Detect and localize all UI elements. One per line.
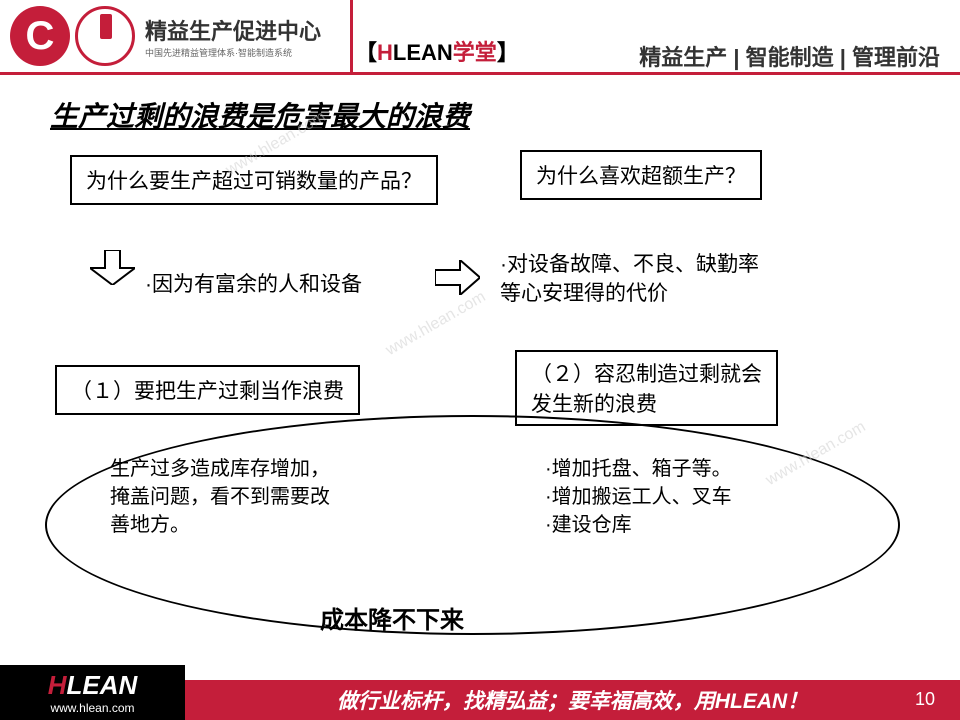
answer-2-line2: 等心安理得的代价 (500, 279, 759, 308)
point-1-box: （１）要把生产过剩当作浪费 (55, 365, 360, 415)
detail-2: ·增加托盘、箱子等。 ·增加搬运工人、叉车 ·建设仓库 (545, 455, 732, 539)
header-center: 【HLEAN学堂】 (355, 35, 519, 67)
detail-1-line2: 掩盖问题，看不到需要改 (110, 483, 330, 511)
point-2-box: （２）容忍制造过剩就会 发生新的浪费 (515, 350, 778, 426)
footer-bar: 做行业标杆，找精弘益；要幸福高效，用HLEAN！ 10 (185, 680, 960, 720)
slide-title: 生产过剩的浪费是危害最大的浪费 (50, 95, 910, 135)
bracket-left: 【 (355, 40, 377, 65)
page-number: 10 (915, 689, 935, 710)
bracket-right: 】 (497, 40, 519, 65)
center-xuetang: 学堂 (453, 40, 497, 65)
center-h: H (377, 40, 393, 65)
logo-c-icon (10, 6, 70, 66)
detail-2-line2: ·增加搬运工人、叉车 (545, 483, 732, 511)
point-2-line2: 发生新的浪费 (531, 388, 762, 418)
question-2-box: 为什么喜欢超额生产？ (520, 150, 762, 200)
footer: HLEAN www.hlean.com 做行业标杆，找精弘益；要幸福高效，用HL… (0, 660, 960, 720)
point-2-line1: （２）容忍制造过剩就会 (531, 358, 762, 388)
footer-url: www.hlean.com (50, 701, 134, 715)
answer-2: ·对设备故障、不良、缺勤率 等心安理得的代价 (500, 250, 759, 309)
header-right: 精益生产 | 智能制造 | 管理前沿 (639, 40, 940, 72)
cost-conclusion: 成本降不下来 (320, 600, 464, 635)
footer-slogan: 做行业标杆，找精弘益；要幸福高效，用HLEAN！ (337, 685, 808, 715)
arrow-down-icon (90, 250, 135, 285)
detail-2-line1: ·增加托盘、箱子等。 (545, 455, 732, 483)
detail-1-line3: 善地方。 (110, 511, 330, 539)
logo-area: 精益生产促进中心 中国先进精益管理体系·智能制造系统 (0, 0, 350, 72)
logo-circle-icon (75, 6, 135, 66)
footer-lean: LEAN (67, 670, 138, 700)
header-divider (350, 0, 353, 72)
question-1-box: 为什么要生产超过可销数量的产品？ (70, 155, 438, 205)
logo-main-text: 精益生产促进中心 (145, 14, 321, 46)
footer-h: H (48, 670, 67, 700)
arrow-right-icon (435, 260, 480, 295)
detail-1-line1: 生产过多造成库存增加， (110, 455, 330, 483)
detail-1: 生产过多造成库存增加， 掩盖问题，看不到需要改 善地方。 (110, 455, 330, 539)
footer-logo: HLEAN www.hlean.com (0, 665, 185, 720)
content: 生产过剩的浪费是危害最大的浪费 为什么要生产超过可销数量的产品？ 为什么喜欢超额… (0, 75, 960, 660)
watermark-2: www.hlean.com (383, 288, 489, 360)
answer-2-line1: ·对设备故障、不良、缺勤率 (500, 250, 759, 279)
header: 精益生产促进中心 中国先进精益管理体系·智能制造系统 【HLEAN学堂】 精益生… (0, 0, 960, 75)
center-lean: LEAN (393, 40, 453, 65)
answer-1: ·因为有富余的人和设备 (145, 270, 362, 299)
detail-2-line3: ·建设仓库 (545, 511, 732, 539)
logo-sub-text: 中国先进精益管理体系·智能制造系统 (145, 46, 321, 59)
